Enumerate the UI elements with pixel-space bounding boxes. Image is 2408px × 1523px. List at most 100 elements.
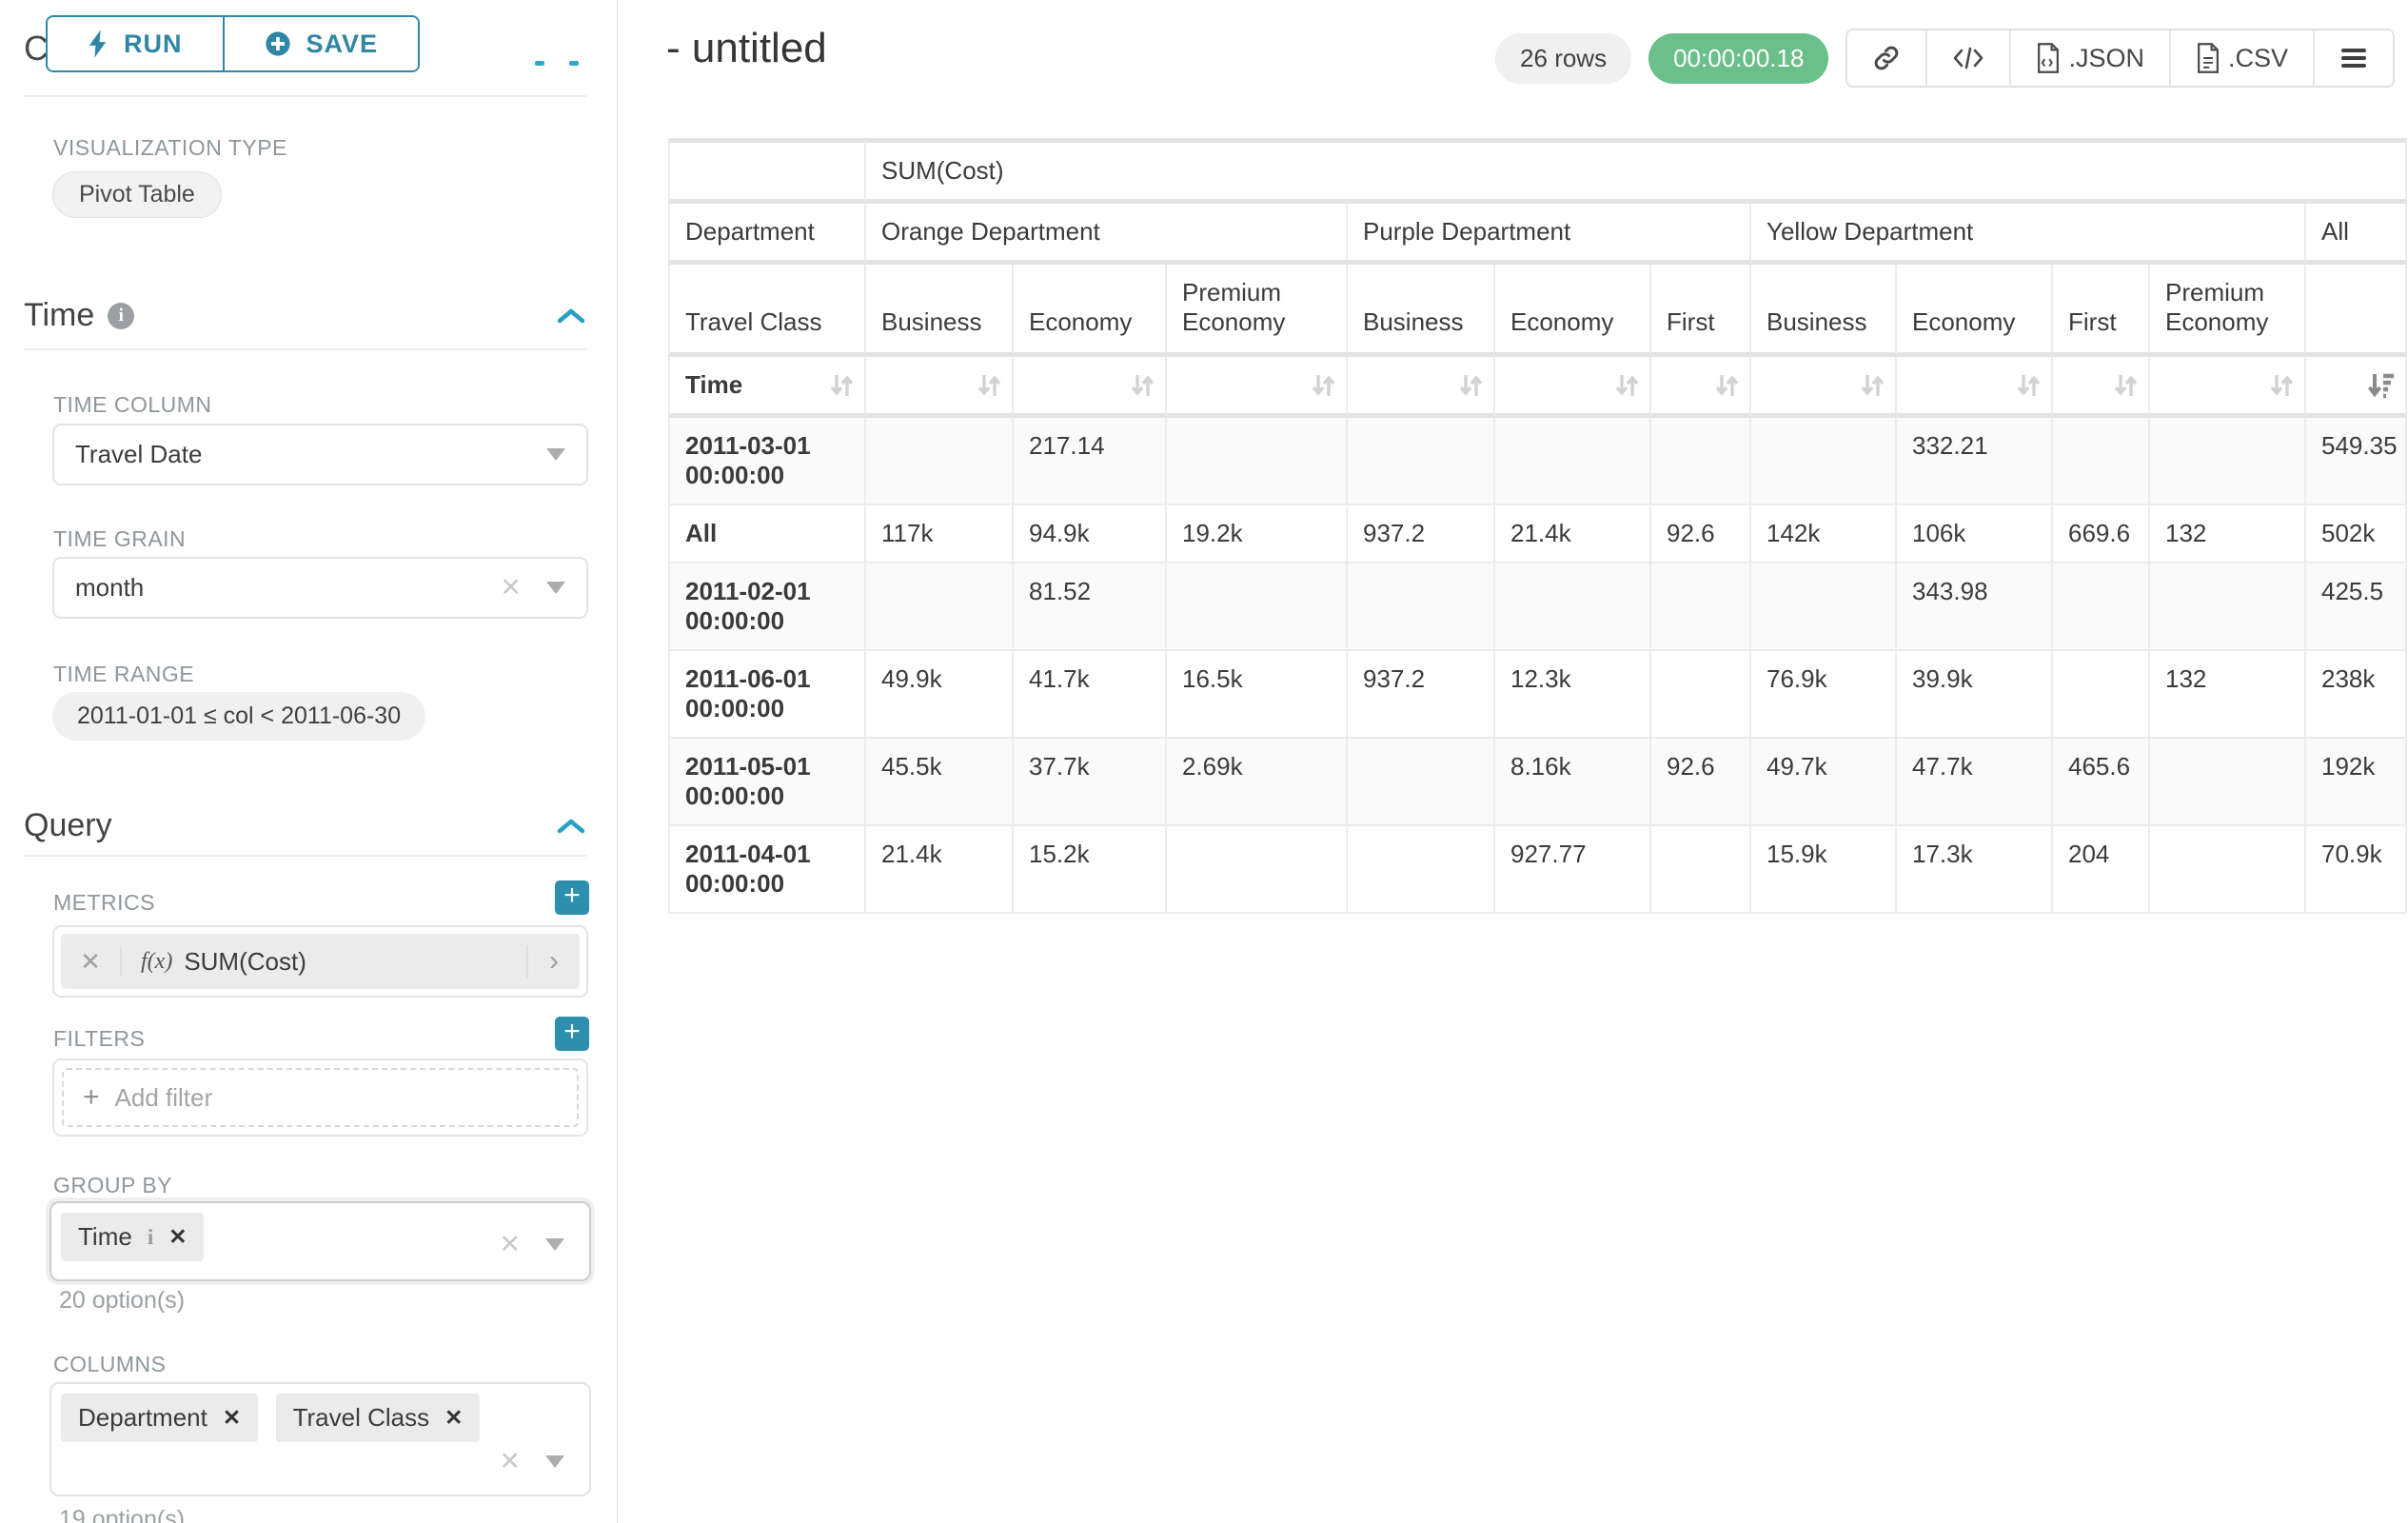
value-cell: 502k [2306, 505, 2408, 564]
chip-label: Travel Class [292, 1403, 430, 1432]
add-metric-button[interactable]: + [555, 880, 589, 915]
columns-chip-department[interactable]: Department ✕ [61, 1394, 259, 1442]
row-label-cell: 2011-06-01 00:00:00 [668, 651, 866, 739]
add-filter-plus-button[interactable]: + [555, 1017, 589, 1051]
columns-chip-travel-class[interactable]: Travel Class ✕ [275, 1394, 481, 1442]
export-csv-button[interactable]: .CSV [2168, 30, 2313, 86]
value-cell: 92.6 [1651, 739, 1751, 826]
chevron-down-icon[interactable] [546, 448, 565, 461]
metric-chip-body[interactable]: f(x) SUM(Cost) [122, 947, 526, 977]
value-cell [1751, 564, 1897, 651]
sort-icon[interactable] [1713, 371, 1740, 400]
embed-code-button[interactable] [1925, 30, 2010, 86]
value-cell [1651, 564, 1751, 651]
value-cell [1167, 418, 1348, 505]
visualization-type-pill[interactable]: Pivot Table [52, 171, 222, 218]
run-button[interactable]: RUN [48, 17, 223, 70]
sort-icon[interactable] [1129, 371, 1155, 400]
time-column-value: Travel Date [75, 440, 203, 468]
value-cell: 41.7k [1014, 651, 1167, 739]
add-filter-button[interactable]: + Add filter [62, 1068, 579, 1127]
sort-icon[interactable] [2268, 371, 2295, 400]
menu-button[interactable] [2313, 30, 2393, 86]
remove-metric-icon[interactable]: ✕ [61, 946, 122, 977]
value-cell [1167, 564, 1348, 651]
value-cell: 16.5k [1167, 651, 1348, 739]
table-row: All 117k 94.9k 19.2k 937.2 21.4k 92.6 142k 106k 6… [668, 505, 2408, 564]
time-grain-select[interactable]: month ✕ [52, 557, 588, 619]
travel-class-header: First [1651, 265, 1751, 357]
value-cell: 937.2 [1348, 505, 1495, 564]
time-grain-value: month [75, 573, 145, 602]
divider [24, 855, 586, 857]
chevron-down-icon[interactable] [546, 582, 565, 594]
sort-icon[interactable] [2015, 371, 2042, 400]
json-file-icon [2036, 43, 2061, 73]
sortable-column-header[interactable] [1651, 357, 1751, 418]
sort-icon[interactable] [2112, 371, 2139, 400]
travel-class-header [2306, 265, 2408, 357]
time-range-pill[interactable]: 2011-01-01 ≤ col < 2011-06-30 [52, 692, 426, 741]
clear-icon[interactable]: ✕ [499, 1230, 521, 1258]
value-cell [1495, 564, 1651, 651]
remove-chip-icon[interactable]: ✕ [222, 1405, 242, 1430]
run-save-button-group: RUN SAVE [46, 15, 421, 72]
sort-icon[interactable] [976, 371, 1002, 400]
sort-descending-icon[interactable] [2367, 371, 2396, 400]
value-cell [1651, 826, 1751, 914]
sort-icon[interactable] [1457, 371, 1484, 400]
chip-label: Time [78, 1222, 132, 1251]
code-icon [1952, 46, 1984, 70]
hamburger-menu-icon [2339, 47, 2368, 69]
plus-circle-icon [265, 30, 291, 57]
save-button[interactable]: SAVE [222, 17, 419, 70]
columns-select[interactable]: Department ✕ Travel Class ✕ ✕ [49, 1382, 591, 1496]
value-cell [2053, 418, 2150, 505]
sortable-column-header[interactable] [1897, 357, 2053, 418]
export-json-button[interactable]: .JSON [2009, 30, 2169, 86]
clear-icon[interactable]: ✕ [499, 1447, 521, 1475]
sortable-column-header[interactable] [1348, 357, 1495, 418]
remove-chip-icon[interactable]: ✕ [444, 1405, 464, 1430]
chevron-up-icon[interactable] [556, 817, 586, 836]
sort-icon[interactable] [828, 371, 855, 400]
sortable-column-header[interactable] [866, 357, 1014, 418]
group-by-label: GROUP BY [53, 1173, 172, 1197]
chevron-down-icon[interactable] [545, 1455, 564, 1468]
chart-title[interactable]: - untitled [666, 25, 827, 71]
sortable-column-header[interactable] [1014, 357, 1167, 418]
sort-icon[interactable] [1310, 371, 1336, 400]
sortable-column-header[interactable] [2150, 357, 2306, 418]
value-cell [2150, 418, 2306, 505]
sortable-column-header[interactable] [1495, 357, 1651, 418]
time-column-select[interactable]: Travel Date [52, 424, 588, 485]
group-by-chip-time[interactable]: Time i ✕ [61, 1213, 205, 1261]
copy-link-button[interactable] [1847, 30, 1926, 86]
sort-icon[interactable] [1613, 371, 1640, 400]
value-cell [1651, 651, 1751, 739]
metrics-label: METRICS [53, 890, 155, 915]
divider [24, 348, 586, 350]
row-label-cell: 2011-04-01 00:00:00 [668, 826, 866, 914]
value-cell: 17.3k [1897, 826, 2053, 914]
group-by-select[interactable]: Time i ✕ ✕ [49, 1201, 591, 1281]
department-group-header: Yellow Department [1751, 204, 2306, 265]
value-cell: 332.21 [1897, 418, 2053, 505]
sort-icon[interactable] [1859, 371, 1885, 400]
sortable-column-header[interactable] [1751, 357, 1897, 418]
chip-label: Department [78, 1403, 207, 1432]
value-cell: 937.2 [1348, 651, 1495, 739]
time-axis-header[interactable]: Time [668, 357, 866, 418]
clear-icon[interactable]: ✕ [500, 573, 522, 602]
chevron-down-icon[interactable] [545, 1238, 564, 1251]
value-cell [866, 418, 1014, 505]
function-icon: f(x) [141, 948, 173, 974]
chevron-right-icon[interactable]: › [526, 945, 580, 978]
sortable-column-header[interactable] [1167, 357, 1348, 418]
sortable-column-header[interactable] [2053, 357, 2150, 418]
sortable-column-header[interactable] [2306, 357, 2408, 418]
save-button-label: SAVE [306, 29, 379, 58]
value-cell [2150, 739, 2306, 826]
chevron-up-icon[interactable] [556, 307, 586, 326]
remove-chip-icon[interactable]: ✕ [168, 1224, 188, 1249]
